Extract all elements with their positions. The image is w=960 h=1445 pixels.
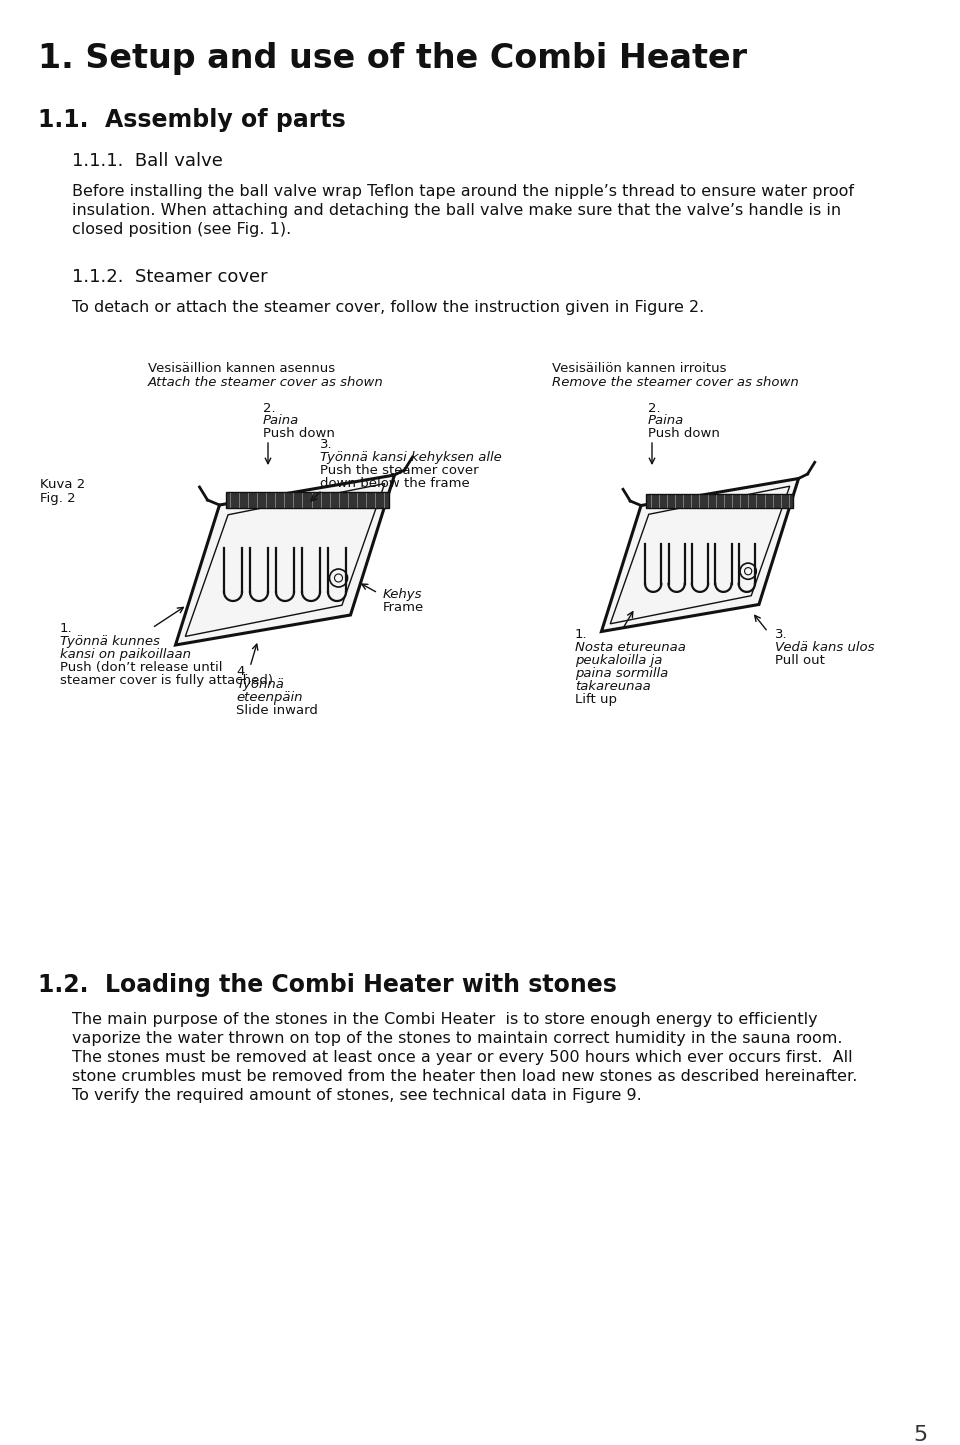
Text: 4.: 4. — [236, 665, 249, 678]
Text: Push down: Push down — [263, 428, 335, 439]
Text: Työnnä: Työnnä — [236, 678, 284, 691]
Text: 1.: 1. — [575, 629, 588, 642]
Text: Vesisäillion kannen asennus: Vesisäillion kannen asennus — [148, 363, 335, 376]
Text: 1.1.1.  Ball valve: 1.1.1. Ball valve — [72, 152, 223, 171]
Text: kansi on paikoillaan: kansi on paikoillaan — [60, 647, 191, 660]
Text: Frame: Frame — [383, 601, 424, 614]
Text: Push down: Push down — [648, 428, 720, 439]
Polygon shape — [646, 494, 793, 509]
Text: 3.: 3. — [775, 629, 787, 642]
Text: 1.1.2.  Steamer cover: 1.1.2. Steamer cover — [72, 267, 268, 286]
Text: peukaloilla ja: peukaloilla ja — [575, 655, 662, 668]
Text: The stones must be removed at least once a year or every 500 hours which ever oc: The stones must be removed at least once… — [72, 1051, 852, 1065]
Polygon shape — [176, 475, 395, 644]
Text: To detach or attach the steamer cover, follow the instruction given in Figure 2.: To detach or attach the steamer cover, f… — [72, 301, 705, 315]
Text: To verify the required amount of stones, see technical data in Figure 9.: To verify the required amount of stones,… — [72, 1088, 641, 1103]
Polygon shape — [226, 491, 389, 509]
Text: 5: 5 — [914, 1425, 928, 1445]
Text: Paina: Paina — [648, 415, 684, 428]
Text: Työnnä kansi kehyksen alle: Työnnä kansi kehyksen alle — [320, 451, 502, 464]
Text: Kehys: Kehys — [383, 588, 422, 601]
Text: 3.: 3. — [320, 438, 332, 451]
Text: takareunaa: takareunaa — [575, 681, 651, 694]
Text: Before installing the ball valve wrap Teflon tape around the nipple’s thread to : Before installing the ball valve wrap Te… — [72, 184, 854, 199]
Text: stone crumbles must be removed from the heater then load new stones as described: stone crumbles must be removed from the … — [72, 1069, 857, 1084]
Text: eteenpäin: eteenpäin — [236, 691, 302, 704]
Text: 1.: 1. — [60, 621, 73, 634]
Text: 1. Setup and use of the Combi Heater: 1. Setup and use of the Combi Heater — [38, 42, 747, 75]
Text: vaporize the water thrown on top of the stones to maintain correct humidity in t: vaporize the water thrown on top of the … — [72, 1030, 843, 1046]
Text: Vesisäiliön kannen irroitus: Vesisäiliön kannen irroitus — [552, 363, 727, 376]
Polygon shape — [602, 478, 799, 631]
Text: Push (don’t release until: Push (don’t release until — [60, 660, 223, 673]
Text: down below the frame: down below the frame — [320, 477, 469, 490]
Text: Työnnä kunnes: Työnnä kunnes — [60, 634, 160, 647]
Text: Pull out: Pull out — [775, 655, 825, 668]
Text: Push the steamer cover: Push the steamer cover — [320, 464, 479, 477]
Text: The main purpose of the stones in the Combi Heater  is to store enough energy to: The main purpose of the stones in the Co… — [72, 1011, 818, 1027]
Text: Vedä kans ulos: Vedä kans ulos — [775, 642, 875, 655]
Text: paina sormilla: paina sormilla — [575, 668, 668, 681]
Text: Nosta etureunaa: Nosta etureunaa — [575, 642, 685, 655]
Text: 2.: 2. — [263, 402, 276, 415]
Text: Kuva 2: Kuva 2 — [40, 478, 85, 491]
Text: 1.2.  Loading the Combi Heater with stones: 1.2. Loading the Combi Heater with stone… — [38, 972, 617, 997]
Text: 2.: 2. — [648, 402, 660, 415]
Text: steamer cover is fully attached): steamer cover is fully attached) — [60, 673, 273, 686]
Text: closed position (see Fig. 1).: closed position (see Fig. 1). — [72, 223, 291, 237]
Text: Attach the steamer cover as shown: Attach the steamer cover as shown — [148, 376, 384, 389]
Text: Fig. 2: Fig. 2 — [40, 491, 76, 504]
Text: insulation. When attaching and detaching the ball valve make sure that the valve: insulation. When attaching and detaching… — [72, 202, 841, 218]
Text: Paina: Paina — [263, 415, 300, 428]
Text: 1.1.  Assembly of parts: 1.1. Assembly of parts — [38, 108, 346, 131]
Text: Slide inward: Slide inward — [236, 704, 318, 717]
Text: Remove the steamer cover as shown: Remove the steamer cover as shown — [552, 376, 799, 389]
Text: Lift up: Lift up — [575, 694, 617, 707]
